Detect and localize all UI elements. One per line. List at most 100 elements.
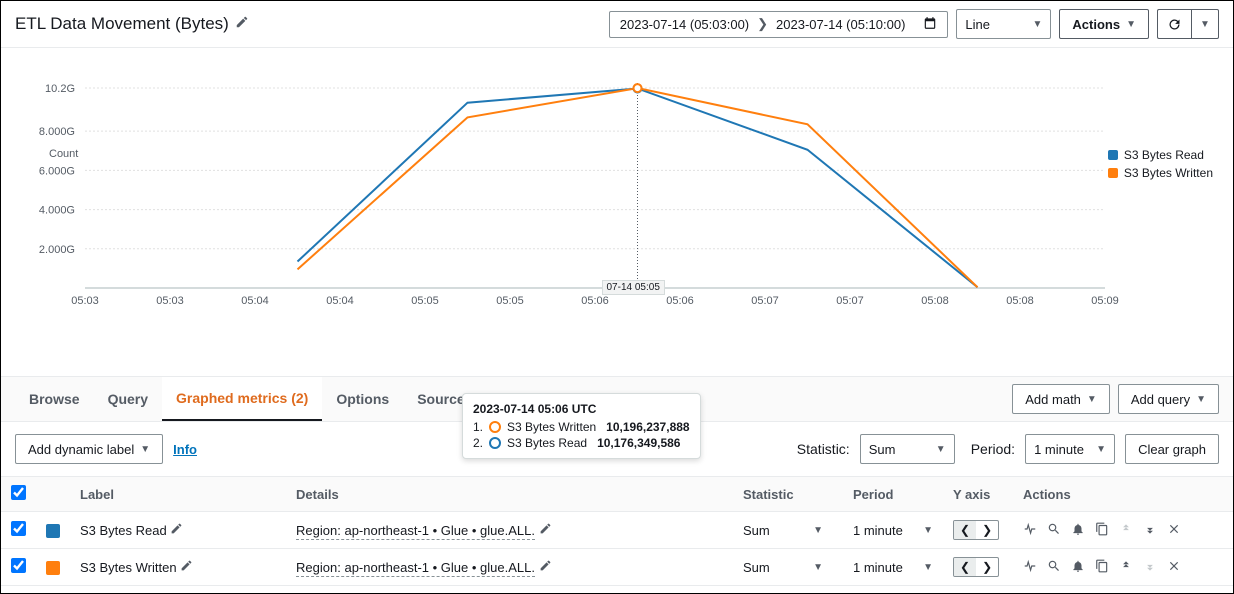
remove-icon[interactable]	[1167, 522, 1181, 539]
clear-graph-button[interactable]: Clear graph	[1125, 434, 1219, 464]
legend-item[interactable]: S3 Bytes Read	[1108, 148, 1213, 162]
row-statistic-select[interactable]: Sum ▼	[743, 523, 823, 538]
caret-down-icon: ▼	[923, 562, 933, 573]
svg-text:05:04: 05:04	[326, 295, 354, 307]
yaxis-toggle[interactable]: ❮❯	[953, 557, 999, 577]
row-statistic-select[interactable]: Sum▼	[743, 560, 823, 575]
select-value: Sum	[743, 523, 770, 538]
tab-query[interactable]: Query	[94, 377, 162, 421]
tab-label: Browse	[29, 391, 80, 407]
chevron-right-icon: ❯	[757, 16, 768, 32]
series-color-swatch[interactable]	[46, 524, 60, 538]
tab-browse[interactable]: Browse	[15, 377, 94, 421]
actions-button[interactable]: Actions ▼	[1059, 9, 1149, 39]
refresh-options-button[interactable]: ▼	[1191, 9, 1219, 39]
table-row: S3 Bytes Written Region: ap-northeast-1 …	[1, 549, 1233, 586]
row-period-select[interactable]: 1 minute▼	[853, 560, 933, 575]
svg-text:4.000G: 4.000G	[39, 205, 75, 217]
metrics-table: Label Details Statistic Period Y axis Ac…	[1, 477, 1233, 586]
button-label: Clear graph	[1138, 442, 1206, 457]
svg-text:05:03: 05:03	[156, 295, 184, 307]
time-range-end: 2023-07-14 (05:10:00)	[776, 17, 905, 32]
svg-text:05:08: 05:08	[1006, 295, 1034, 307]
move-up-icon[interactable]	[1119, 559, 1133, 576]
col-color	[36, 477, 70, 512]
row-period-select[interactable]: 1 minute▼	[853, 523, 933, 538]
edit-label-icon[interactable]	[170, 523, 183, 538]
col-statistic: Statistic	[733, 477, 843, 512]
legend-item[interactable]: S3 Bytes Written	[1108, 166, 1213, 180]
header-bar: ETL Data Movement (Bytes) 2023-07-14 (05…	[1, 1, 1233, 48]
col-details: Details	[286, 477, 733, 512]
select-value: Sum	[869, 442, 896, 457]
alarm-icon[interactable]	[1071, 522, 1085, 539]
svg-text:05:06: 05:06	[581, 295, 609, 307]
caret-down-icon: ▼	[813, 525, 823, 536]
tooltip-ring-icon	[489, 437, 501, 449]
remove-icon[interactable]	[1167, 559, 1181, 576]
add-math-button[interactable]: Add math ▼	[1012, 384, 1110, 414]
select-all-checkbox[interactable]	[11, 485, 26, 500]
period-select[interactable]: 1 minute ▼	[1025, 434, 1115, 464]
legend-label: S3 Bytes Written	[1124, 166, 1213, 180]
svg-text:05:08: 05:08	[921, 295, 949, 307]
caret-down-icon: ▼	[1096, 444, 1106, 455]
chart-type-value: Line	[965, 17, 990, 32]
move-down-icon[interactable]	[1143, 559, 1157, 576]
edit-title-icon[interactable]	[235, 14, 249, 34]
select-value: Sum	[743, 560, 770, 575]
col-yaxis: Y axis	[943, 477, 1013, 512]
edit-details-icon[interactable]	[539, 523, 552, 538]
svg-text:05:07: 05:07	[836, 295, 864, 307]
calendar-icon	[923, 16, 937, 33]
caret-down-icon: ▼	[1126, 19, 1136, 30]
yaxis-toggle[interactable]: ❮❯	[953, 520, 999, 540]
caret-down-icon: ▼	[1200, 19, 1210, 30]
legend-swatch	[1108, 150, 1118, 160]
add-query-button[interactable]: Add query ▼	[1118, 384, 1219, 414]
duplicate-icon[interactable]	[1095, 522, 1109, 539]
chart-type-select[interactable]: Line ▼	[956, 9, 1051, 39]
alarm-icon[interactable]	[1071, 559, 1085, 576]
tab-label: Graphed metrics (2)	[176, 390, 308, 406]
caret-down-icon: ▼	[1196, 394, 1206, 405]
yaxis-right[interactable]: ❯	[976, 558, 998, 576]
tooltip-index: 2.	[473, 436, 483, 450]
row-checkbox[interactable]	[11, 521, 26, 536]
tab-graphed-metrics[interactable]: Graphed metrics (2)	[162, 377, 322, 421]
select-value: 1 minute	[853, 523, 903, 538]
legend-label: S3 Bytes Read	[1124, 148, 1204, 162]
refresh-button[interactable]	[1157, 9, 1191, 39]
series-color-swatch[interactable]	[46, 561, 60, 575]
yaxis-right[interactable]: ❯	[976, 521, 998, 539]
search-icon[interactable]	[1047, 559, 1061, 576]
metric-label: S3 Bytes Read	[80, 523, 167, 538]
tab-options[interactable]: Options	[322, 377, 403, 421]
row-checkbox[interactable]	[11, 558, 26, 573]
anomaly-icon[interactable]	[1023, 522, 1037, 539]
edit-details-icon[interactable]	[539, 560, 552, 575]
metric-label: S3 Bytes Written	[80, 560, 177, 575]
time-range-picker[interactable]: 2023-07-14 (05:03:00) ❯ 2023-07-14 (05:1…	[609, 11, 949, 38]
yaxis-left[interactable]: ❮	[954, 558, 976, 576]
title-area: ETL Data Movement (Bytes)	[15, 14, 601, 34]
move-down-icon[interactable]	[1143, 522, 1157, 539]
actions-label: Actions	[1072, 17, 1120, 32]
search-icon[interactable]	[1047, 522, 1061, 539]
add-dynamic-label-button[interactable]: Add dynamic label ▼	[15, 434, 163, 464]
info-link[interactable]: Info	[173, 442, 197, 457]
svg-text:6.000G: 6.000G	[39, 165, 75, 177]
metric-details[interactable]: Region: ap-northeast-1 • Glue • glue.ALL…	[296, 523, 535, 540]
statistic-select[interactable]: Sum ▼	[860, 434, 955, 464]
yaxis-left[interactable]: ❮	[954, 521, 976, 539]
statistic-label: Statistic:	[797, 441, 850, 457]
tab-label: Query	[108, 391, 148, 407]
duplicate-icon[interactable]	[1095, 559, 1109, 576]
anomaly-icon[interactable]	[1023, 559, 1037, 576]
metric-details[interactable]: Region: ap-northeast-1 • Glue • glue.ALL…	[296, 560, 535, 577]
legend-swatch	[1108, 168, 1118, 178]
svg-text:05:06: 05:06	[666, 295, 694, 307]
move-up-icon[interactable]	[1119, 522, 1133, 539]
tab-label: Options	[336, 391, 389, 407]
edit-label-icon[interactable]	[180, 560, 193, 575]
